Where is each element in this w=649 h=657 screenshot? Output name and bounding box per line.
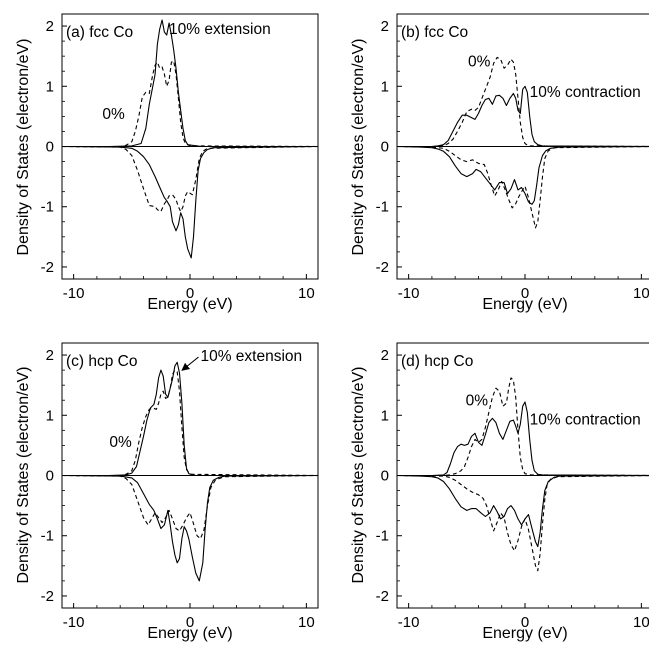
series-strained-up-spin-line [397, 85, 649, 148]
series-strained-up-spin-line [397, 401, 649, 477]
x-axis-label: Energy (eV) [482, 625, 567, 642]
y-tick-label: 2 [381, 18, 389, 35]
series-unstrained-up-spin-line [62, 60, 318, 148]
y-tick-label: -2 [41, 588, 54, 605]
x-tick-label: 0 [521, 614, 529, 631]
series-strained-up-spin-line [62, 19, 318, 148]
x-tick-label: -10 [63, 614, 85, 631]
y-tick-label: 2 [46, 18, 54, 35]
x-tick-label: 10 [298, 614, 315, 631]
y-tick-label: 1 [46, 78, 54, 95]
annotation-label: 0% [109, 434, 132, 451]
series-unstrained-down-spin-line [397, 145, 649, 229]
series-unstrained-down-spin-line [62, 474, 318, 540]
y-tick-label: -1 [41, 199, 54, 216]
annotation-label: 0% [468, 53, 491, 70]
series-unstrained-up-spin-line [62, 369, 318, 477]
series-strained-down-spin-line [62, 145, 318, 259]
panel-label: (b) fcc Co [401, 24, 468, 41]
annotation-label: 10% contraction [530, 84, 641, 101]
panel-label: (d) hcp Co [401, 353, 473, 370]
x-tick-label: 10 [633, 614, 649, 631]
x-tick-label: 0 [521, 285, 529, 302]
annotation-label: 10% contraction [530, 411, 641, 428]
y-tick-label: 1 [381, 78, 389, 95]
y-tick-label: -1 [376, 528, 389, 545]
panel-label: (a) fcc Co [66, 24, 133, 41]
y-tick-label: 1 [46, 407, 54, 424]
series-strained-down-spin-line [62, 474, 318, 582]
x-tick-label: 10 [298, 285, 315, 302]
y-tick-label: -2 [376, 259, 389, 276]
y-tick-label: -1 [376, 199, 389, 216]
annotation-label: 0% [466, 393, 489, 410]
y-tick-label: -1 [41, 528, 54, 545]
y-axis-label: Density of States (electron/eV) [350, 39, 367, 256]
y-axis-label: Density of States (electron/eV) [350, 367, 367, 584]
y-axis-label: Density of States (electron/eV) [15, 39, 32, 256]
series-unstrained-up-spin-line [397, 56, 649, 148]
x-axis-label: Energy (eV) [482, 296, 567, 313]
x-tick-label: 10 [633, 285, 649, 302]
x-tick-label: -10 [398, 285, 420, 302]
x-tick-label: -10 [63, 285, 85, 302]
y-tick-label: 0 [381, 139, 389, 156]
x-tick-label: 0 [186, 614, 194, 631]
y-tick-label: 0 [46, 468, 54, 485]
panel-label: (c) hcp Co [66, 353, 138, 370]
y-tick-label: -2 [376, 588, 389, 605]
annotation-label: 10% extension [200, 348, 302, 365]
series-strained-up-spin-line [62, 361, 318, 477]
annotation-label: 0% [102, 106, 125, 123]
series-strained-down-spin-line [397, 474, 649, 548]
annotation-label: 10% extension [169, 21, 271, 38]
y-tick-label: 2 [381, 347, 389, 364]
x-tick-label: -10 [398, 614, 420, 631]
y-axis-label: Density of States (electron/eV) [15, 367, 32, 584]
y-tick-label: 1 [381, 407, 389, 424]
y-tick-label: 2 [46, 347, 54, 364]
y-tick-label: 0 [46, 139, 54, 156]
series-unstrained-down-spin-line [62, 145, 318, 213]
x-axis-label: Energy (eV) [147, 625, 232, 642]
series-unstrained-down-spin-line [397, 474, 649, 572]
y-tick-label: -2 [41, 259, 54, 276]
y-tick-label: 0 [381, 468, 389, 485]
series-strained-down-spin-line [397, 145, 649, 205]
x-tick-label: 0 [186, 285, 194, 302]
annotation-arrow [181, 356, 199, 371]
series-unstrained-up-spin-line [397, 377, 649, 477]
x-axis-label: Energy (eV) [147, 296, 232, 313]
